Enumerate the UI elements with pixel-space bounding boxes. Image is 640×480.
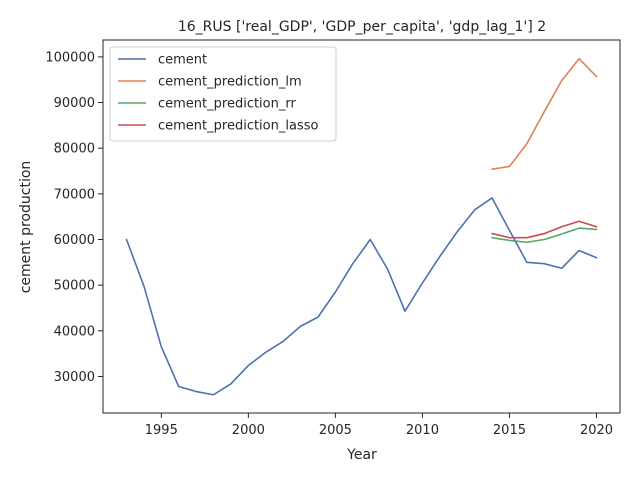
plot-frame <box>102 39 621 414</box>
legend-label: cement_prediction_rr <box>158 97 296 112</box>
x-tick-label: 2020 <box>580 423 613 438</box>
y-tick-label: 70000 <box>54 187 95 202</box>
series-line-cement-prediction-rr <box>491 227 598 244</box>
legend-box <box>109 46 337 142</box>
legend-label: cement <box>158 53 207 68</box>
series-layer <box>125 57 598 396</box>
y-tick-label: 40000 <box>54 324 95 339</box>
legend: cement cement_prediction_lm cement_predict… <box>109 46 337 142</box>
legend-label: cement_prediction_lasso <box>158 119 318 134</box>
series-line-cement-prediction-lm <box>491 57 598 170</box>
x-tick-label: 2015 <box>493 423 526 438</box>
y-axis-label: cement production <box>18 161 34 294</box>
x-tick-label: 2000 <box>232 423 265 438</box>
y-tick-label: 30000 <box>54 370 95 385</box>
x-axis-label: Year <box>346 447 377 463</box>
x-tick-label: 2005 <box>319 423 352 438</box>
y-tick-label: 100000 <box>45 50 95 65</box>
y-tick-label: 50000 <box>54 279 95 294</box>
legend-items: cement cement_prediction_lm cement_predict… <box>118 53 318 134</box>
y-tick-label: 60000 <box>54 233 95 248</box>
y-axis: 30000 40000 50000 60000 70000 80000 90000 10000… <box>45 50 103 385</box>
x-tick-label: 1995 <box>145 423 178 438</box>
legend-label: cement_prediction_lm <box>158 75 302 90</box>
x-axis: 1995 2000 2005 2010 2015 2020 <box>145 413 613 438</box>
y-tick-label: 80000 <box>54 142 95 157</box>
series-line-cement-prediction-lasso <box>491 220 598 239</box>
chart-title: 16_RUS ['real_GDP', 'GDP_per_capita', 'g… <box>178 19 546 35</box>
x-tick-label: 2010 <box>406 423 439 438</box>
y-tick-label: 90000 <box>54 96 95 111</box>
series-line-cement <box>125 197 598 396</box>
